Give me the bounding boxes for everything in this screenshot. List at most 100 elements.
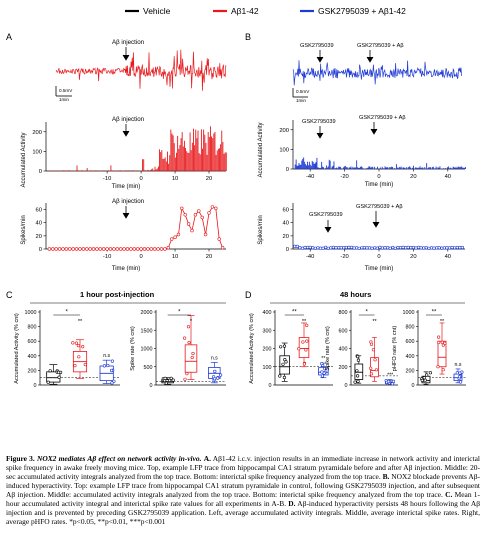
- activity-bar: [120, 170, 122, 171]
- box-datapoint: [213, 377, 217, 381]
- spike-rate-point: [166, 246, 171, 250]
- xtick-label: 10: [172, 176, 178, 182]
- activity-bar: [303, 157, 305, 169]
- activity-bar: [404, 167, 406, 169]
- spike-rate-point: [388, 246, 392, 250]
- b-scale-mv-label: 0.5mV: [296, 89, 310, 94]
- xtick-label: 20: [206, 254, 212, 260]
- ytick-label: 600: [28, 339, 37, 345]
- ytick-label: 20: [283, 234, 289, 240]
- spike-rate-point: [355, 246, 359, 250]
- spike-rate-point: [295, 244, 299, 248]
- spike-rate-point: [318, 246, 323, 250]
- spike-rate-point: [47, 247, 52, 251]
- activity-bar: [103, 170, 105, 171]
- a-mid-injection-annotation: Aβ injection: [112, 116, 145, 123]
- activity-bar: [377, 168, 379, 169]
- spike-rate-point: [373, 246, 377, 250]
- activity-bar: [76, 165, 78, 171]
- activity-bar: [301, 160, 303, 169]
- activity-bar: [221, 130, 223, 171]
- box-datapoint: [320, 370, 324, 374]
- activity-bar: [111, 170, 113, 171]
- activity-bar: [365, 168, 367, 169]
- activity-bar: [395, 164, 397, 169]
- activity-bar: [311, 160, 313, 169]
- spike-rate-point: [61, 247, 65, 251]
- activity-bar: [367, 167, 369, 169]
- activity-bar: [124, 170, 125, 171]
- activity-bar: [156, 168, 158, 171]
- activity-bar: [298, 163, 300, 169]
- activity-bar: [160, 152, 162, 171]
- panel-a-accumulated-chart: Accumulated Activity 0 100 200 -10 0 10 20 Ti…: [21, 116, 227, 190]
- panel-b-accumulated-chart: Accumulated Activity 0 100 200 -40 -20 0 20 40…: [258, 115, 466, 188]
- b-bottom-gsk-abeta-annotation: GSK2795039 + Aβ: [356, 204, 403, 210]
- activity-bar: [190, 150, 192, 171]
- spike-rate-point: [337, 246, 341, 250]
- activity-bar: [133, 170, 134, 171]
- activity-bar: [85, 170, 87, 171]
- activity-bar: [205, 142, 207, 171]
- activity-bar: [461, 166, 463, 169]
- activity-bar: [439, 166, 441, 169]
- xtick-label: 0: [377, 254, 380, 260]
- significance-label: *: [365, 310, 368, 316]
- caption-a-label: A.: [203, 454, 211, 463]
- activity-bar: [317, 167, 319, 169]
- activity-bar: [152, 168, 154, 171]
- panel-d-label: D: [245, 290, 252, 300]
- box-datapoint: [386, 379, 391, 384]
- activity-bar: [86, 168, 88, 171]
- ytick-label: 40: [283, 221, 289, 227]
- activity-bar: [465, 167, 466, 169]
- box-datapoint: [74, 341, 78, 345]
- activity-bar: [358, 167, 359, 169]
- ytick-label: 100: [32, 149, 42, 155]
- spike-rate-point: [173, 235, 177, 239]
- caption-d-label: D.: [288, 499, 296, 509]
- activity-bar: [150, 170, 151, 171]
- spike-rate-point: [91, 247, 96, 251]
- activity-bar: [294, 164, 296, 169]
- activity-bar: [324, 168, 326, 169]
- activity-bar: [445, 168, 447, 169]
- activity-bar: [384, 166, 386, 169]
- spike-rate-point: [149, 247, 154, 251]
- activity-bar: [94, 170, 96, 171]
- spike-rate-point: [429, 246, 434, 250]
- activity-bar: [299, 164, 301, 169]
- box-datapoint: [458, 371, 462, 375]
- xtick-label: 10: [172, 254, 178, 260]
- activity-bar: [77, 170, 79, 171]
- spike-rate-point: [435, 246, 439, 250]
- spike-rate-point: [153, 247, 157, 251]
- activity-bar: [155, 169, 157, 171]
- activity-bar: [361, 167, 363, 169]
- caption-body-c: Mean 1-hour accumulated activity integra…: [6, 490, 480, 509]
- spike-rate-point: [357, 246, 361, 250]
- activity-bar: [372, 166, 374, 169]
- activity-bar: [313, 163, 315, 169]
- activity-bar: [462, 167, 464, 169]
- activity-bar: [191, 142, 193, 171]
- a-scale-mv-label: 0.5mV: [59, 88, 73, 93]
- box-datapoint: [457, 375, 462, 379]
- spike-rate-point: [316, 246, 320, 250]
- activity-bar: [206, 154, 208, 171]
- activity-bar: [398, 166, 400, 169]
- xtick-label: -40: [306, 254, 314, 260]
- spike-rate-point: [344, 245, 348, 250]
- significance-label: **: [292, 310, 297, 316]
- ytick-label: 2000: [141, 310, 153, 316]
- activity-bar: [369, 166, 371, 169]
- spike-rate-point: [453, 246, 457, 250]
- ytick-label: 800: [28, 325, 37, 331]
- panel-c-label: C: [6, 290, 13, 300]
- activity-bar: [443, 168, 445, 169]
- activity-bar: [186, 151, 188, 171]
- spike-rate-point: [396, 245, 400, 250]
- activity-bar: [321, 161, 323, 169]
- xtick-label: 0: [377, 174, 380, 180]
